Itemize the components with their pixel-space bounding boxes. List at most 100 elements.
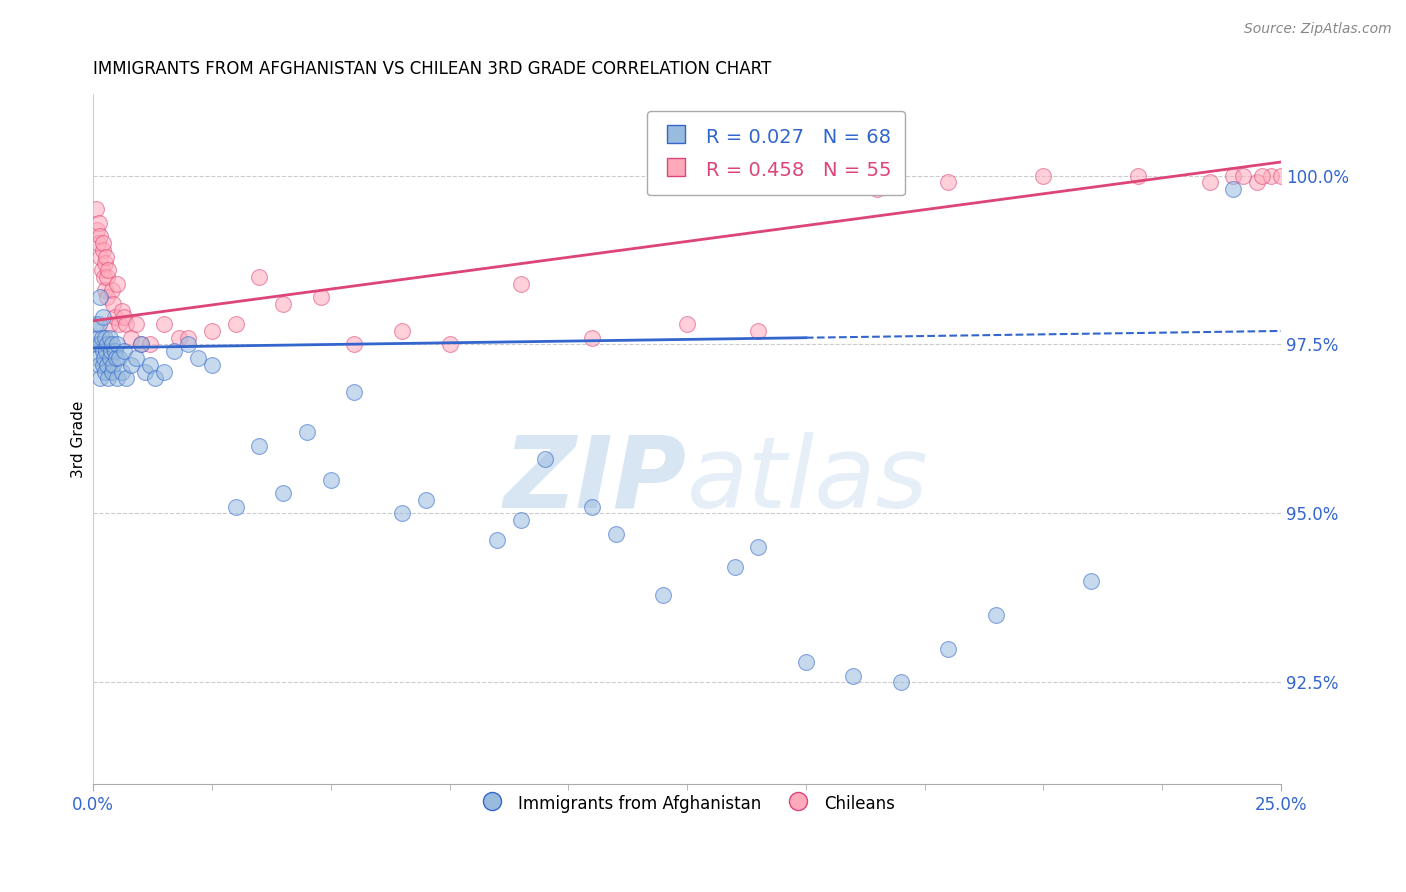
Point <box>486 533 509 548</box>
Point <box>143 371 166 385</box>
Point <box>94 364 117 378</box>
Point <box>87 351 110 365</box>
Point <box>94 256 117 270</box>
Point <box>842 668 865 682</box>
Point <box>96 337 118 351</box>
Point <box>89 290 111 304</box>
Point <box>134 364 156 378</box>
Point <box>1222 182 1244 196</box>
Point <box>533 452 555 467</box>
Point <box>309 290 332 304</box>
Point <box>103 344 125 359</box>
Point <box>101 358 124 372</box>
Point <box>87 216 110 230</box>
Point <box>187 351 209 365</box>
Point <box>747 540 769 554</box>
Point <box>86 222 108 236</box>
Point <box>94 284 117 298</box>
Point <box>605 526 627 541</box>
Point <box>89 371 111 385</box>
Point <box>415 492 437 507</box>
Point <box>1128 169 1150 183</box>
Point <box>97 371 120 385</box>
Point <box>91 310 114 325</box>
Point <box>87 236 110 251</box>
Text: IMMIGRANTS FROM AFGHANISTAN VS CHILEAN 3RD GRADE CORRELATION CHART: IMMIGRANTS FROM AFGHANISTAN VS CHILEAN 3… <box>93 60 772 78</box>
Point <box>295 425 318 440</box>
Point <box>1251 169 1274 183</box>
Point <box>984 607 1007 622</box>
Point <box>1032 169 1054 183</box>
Point <box>249 269 271 284</box>
Point <box>87 331 110 345</box>
Point <box>84 202 107 217</box>
Point <box>101 337 124 351</box>
Point <box>96 290 118 304</box>
Point <box>1260 169 1282 183</box>
Point <box>129 337 152 351</box>
Point <box>391 507 413 521</box>
Text: ZIP: ZIP <box>505 432 688 529</box>
Point <box>866 182 889 196</box>
Point <box>723 560 745 574</box>
Point <box>108 351 131 365</box>
Point <box>794 655 817 669</box>
Point <box>439 337 461 351</box>
Point <box>96 358 118 372</box>
Point <box>177 331 200 345</box>
Point <box>125 317 148 331</box>
Point <box>163 344 186 359</box>
Point <box>101 284 124 298</box>
Point <box>96 250 118 264</box>
Point <box>96 344 118 359</box>
Point <box>167 331 190 345</box>
Point <box>129 337 152 351</box>
Point <box>139 358 162 372</box>
Point <box>89 337 111 351</box>
Point <box>1222 169 1244 183</box>
Point <box>87 358 110 372</box>
Point <box>177 337 200 351</box>
Point <box>249 439 271 453</box>
Point <box>93 269 115 284</box>
Point <box>343 384 366 399</box>
Point <box>112 344 135 359</box>
Point <box>1232 169 1254 183</box>
Point <box>111 364 134 378</box>
Point <box>890 675 912 690</box>
Point <box>343 337 366 351</box>
Point <box>938 175 960 189</box>
Point <box>115 317 138 331</box>
Point <box>91 243 114 257</box>
Point <box>1198 175 1220 189</box>
Point <box>938 641 960 656</box>
Point <box>84 317 107 331</box>
Point <box>271 297 294 311</box>
Point <box>225 317 247 331</box>
Point <box>90 331 112 345</box>
Point <box>201 324 224 338</box>
Point <box>104 351 127 365</box>
Point <box>125 351 148 365</box>
Point <box>139 337 162 351</box>
Point <box>91 344 114 359</box>
Point <box>98 317 121 331</box>
Point <box>271 486 294 500</box>
Point <box>86 337 108 351</box>
Point <box>747 324 769 338</box>
Point <box>112 310 135 325</box>
Point <box>98 331 121 345</box>
Y-axis label: 3rd Grade: 3rd Grade <box>72 401 86 478</box>
Point <box>91 236 114 251</box>
Point <box>319 473 342 487</box>
Point <box>108 317 131 331</box>
Point <box>120 358 142 372</box>
Point <box>153 364 176 378</box>
Point <box>111 303 134 318</box>
Point <box>509 513 531 527</box>
Point <box>101 364 124 378</box>
Point <box>103 310 125 325</box>
Point <box>652 587 675 601</box>
Point <box>201 358 224 372</box>
Point <box>120 331 142 345</box>
